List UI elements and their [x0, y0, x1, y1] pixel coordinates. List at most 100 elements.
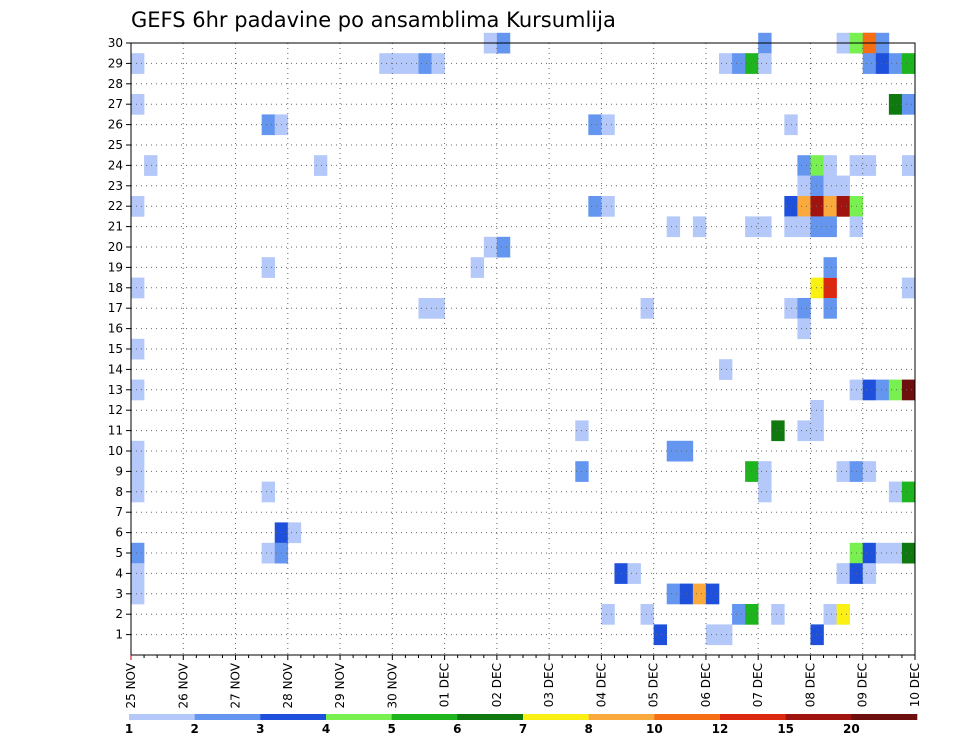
heatmap-cell: [131, 94, 145, 115]
heatmap-cell: [888, 542, 903, 564]
heatmap-cell: [810, 277, 824, 299]
heatmap-cell: [797, 196, 811, 217]
heatmap-cell: [862, 379, 877, 401]
y-axis-ticks: 1234567891011121314151617181920212223242…: [108, 36, 131, 642]
y-tick-label: 16: [108, 322, 123, 336]
heatmap-cell: [692, 583, 707, 605]
legend-label: 7: [519, 722, 527, 736]
x-tick-label: 01 DEC: [438, 663, 452, 707]
heatmap-cell: [705, 624, 720, 646]
heatmap-cell: [862, 53, 877, 74]
heatmap-cell: [823, 155, 837, 176]
y-tick-label: 11: [108, 424, 123, 438]
heatmap-cell: [732, 53, 746, 74]
legend-label: 15: [777, 722, 794, 736]
heatmap-cell: [823, 216, 837, 238]
legend-swatch: [523, 714, 589, 720]
heatmap-cell: [601, 196, 615, 217]
x-tick-label: 26 NOV: [176, 662, 190, 708]
x-tick-label: 10 DEC: [908, 663, 922, 707]
heatmap-cell: [588, 196, 602, 217]
heatmap-cells: [131, 32, 916, 646]
heatmap-cell: [901, 481, 916, 503]
x-tick-label: 03 DEC: [542, 663, 556, 707]
heatmap-cell: [588, 114, 602, 136]
legend-label: 6: [453, 722, 461, 736]
heatmap-cell: [810, 155, 824, 176]
x-tick-label: 02 DEC: [490, 663, 504, 707]
heatmap-cell: [888, 94, 903, 115]
heatmap-cell: [131, 196, 145, 217]
heatmap-cell: [131, 481, 145, 503]
heatmap-cell: [901, 53, 916, 74]
y-tick-label: 15: [108, 342, 123, 356]
heatmap-cell: [640, 604, 654, 625]
x-tick-label: 05 DEC: [647, 663, 661, 707]
heatmap-cell: [653, 624, 668, 646]
heatmap-cell: [797, 175, 811, 197]
heatmap-cell: [719, 624, 733, 646]
y-tick-label: 25: [108, 138, 123, 152]
heatmap-cell: [666, 216, 681, 238]
y-tick-label: 30: [108, 36, 123, 50]
legend-swatch: [720, 714, 786, 720]
x-tick-label: 27 NOV: [229, 662, 243, 708]
y-tick-label: 21: [108, 220, 123, 234]
heatmap-cell: [144, 155, 158, 176]
heatmap-cell: [627, 563, 641, 584]
heatmap-cell: [601, 114, 615, 136]
legend-label: 12: [712, 722, 729, 736]
x-tick-label: 30 NOV: [385, 662, 399, 708]
heatmap-cell: [862, 542, 877, 564]
heatmap-cell: [261, 542, 276, 564]
heatmap-cell: [810, 216, 824, 238]
heatmap-cell: [771, 420, 785, 442]
x-tick-label: 28 NOV: [281, 662, 295, 708]
heatmap-cell: [431, 298, 445, 319]
heatmap-cell: [797, 216, 811, 238]
heatmap-cell: [875, 542, 890, 564]
legend-label: 1: [125, 722, 133, 736]
y-tick-label: 19: [108, 260, 123, 274]
heatmap-cell: [483, 236, 498, 258]
y-tick-label: 23: [108, 179, 123, 193]
legend-label: 8: [584, 722, 592, 736]
legend-swatch: [129, 714, 195, 720]
chart-title: GEFS 6hr padavine po ansamblima Kursumli…: [131, 8, 616, 32]
y-tick-label: 8: [115, 485, 123, 499]
heatmap-cell: [758, 461, 772, 482]
x-axis-ticks: 25 NOV 26 NOV 27 NOV 28 NOV 29 NOV 30 NOV 01 D…: [124, 655, 922, 709]
y-tick-label: 9: [115, 464, 123, 478]
heatmap-cell: [888, 481, 903, 503]
heatmap-cell: [758, 216, 772, 238]
y-tick-label: 24: [108, 158, 123, 172]
legend-label: 2: [190, 722, 198, 736]
heatmap-cell: [287, 522, 302, 544]
heatmap-cell: [405, 53, 419, 74]
legend-swatch: [588, 714, 655, 720]
heatmap-cell: [901, 379, 916, 401]
x-tick-label: 04 DEC: [594, 663, 608, 707]
heatmap-cell: [823, 277, 837, 299]
y-tick-label: 26: [108, 118, 123, 132]
y-tick-label: 22: [108, 199, 123, 213]
heatmap-cell: [797, 420, 811, 442]
heatmap-cell: [810, 175, 824, 197]
heatmap-cell: [771, 604, 785, 625]
x-tick-label: 06 DEC: [699, 663, 713, 707]
heatmap-cell: [836, 461, 850, 482]
heatmap-cell: [261, 257, 276, 278]
heatmap-cell: [719, 53, 733, 74]
heatmap-cell: [131, 440, 145, 462]
color-legend: 1 2 3 4 5 6 7 8 10 12 15 20: [125, 714, 918, 736]
heatmap-cell: [810, 400, 824, 421]
legend-swatch: [260, 714, 327, 720]
heatmap-cell: [836, 563, 850, 584]
y-tick-label: 14: [108, 362, 123, 376]
legend-swatch: [194, 714, 261, 720]
heatmap-cell: [692, 216, 707, 238]
heatmap-cell: [797, 298, 811, 319]
y-tick-label: 6: [115, 526, 123, 540]
heatmap-cell: [810, 624, 824, 646]
heatmap-cell: [261, 481, 276, 503]
